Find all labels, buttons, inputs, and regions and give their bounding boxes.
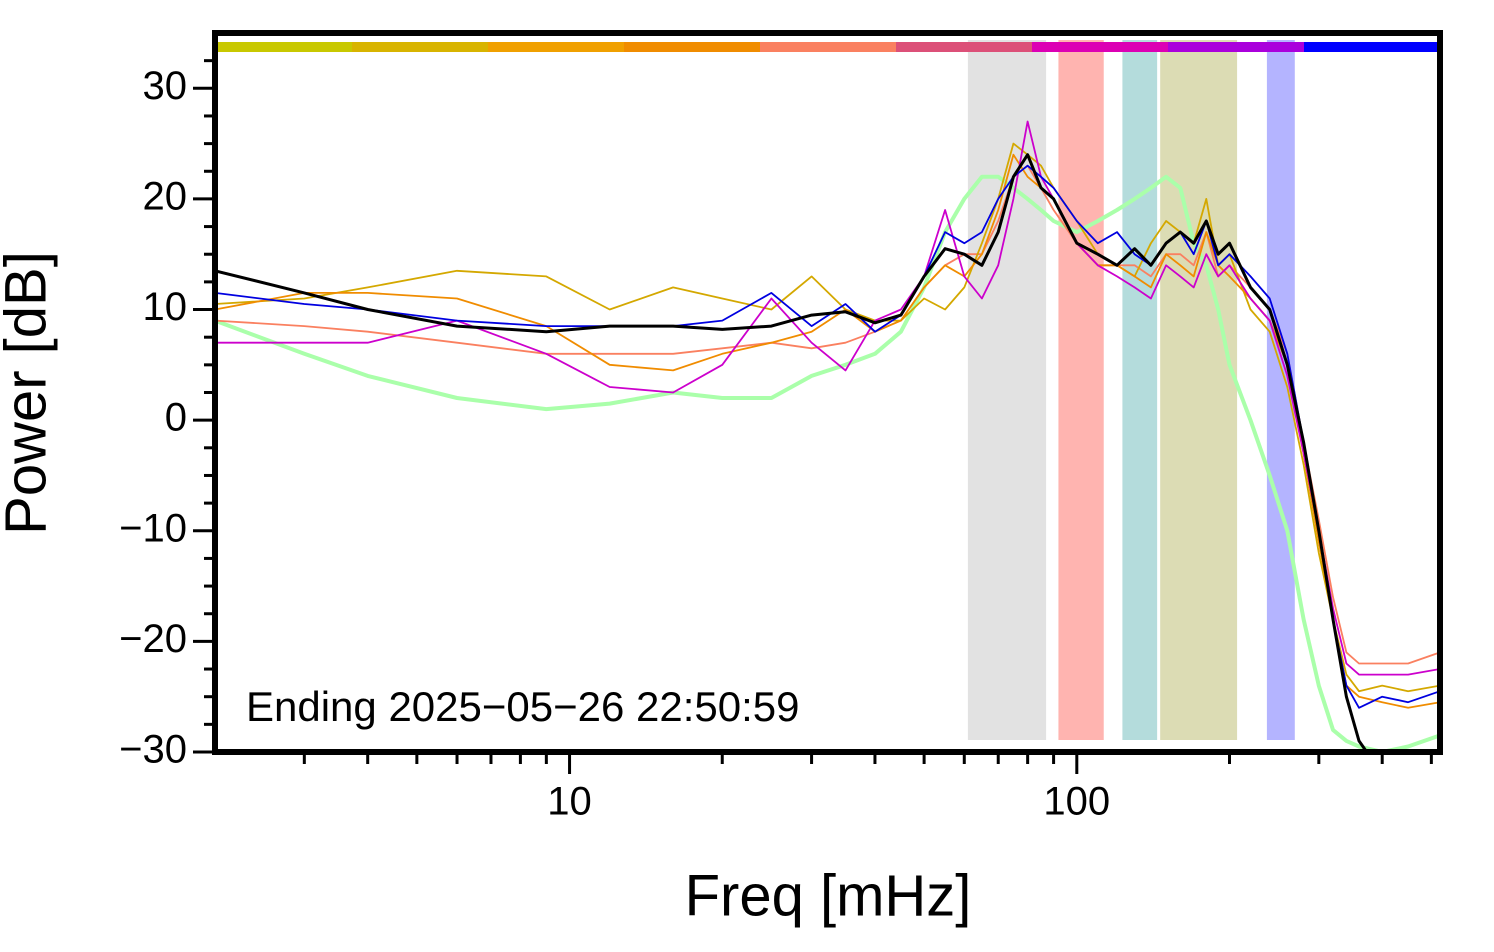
annotation: Ending 2025−05−26 22:50:59: [246, 683, 800, 730]
y-tick-label: 30: [143, 64, 188, 108]
color-segment: [1168, 42, 1304, 52]
series-line: [215, 164, 1440, 665]
color-segment: [215, 42, 352, 52]
x-tick-label: 100: [1043, 780, 1110, 824]
y-tick-label: 10: [143, 285, 188, 329]
top-color-bar: [215, 42, 1440, 52]
color-segment: [352, 42, 488, 52]
band: [967, 40, 1047, 740]
y-tick-label: 0: [165, 396, 187, 440]
color-segment: [1304, 42, 1440, 52]
band: [1160, 40, 1238, 740]
bands: [967, 40, 1295, 740]
series-line: [215, 174, 1440, 752]
band: [1122, 40, 1158, 740]
color-segment: [624, 42, 760, 52]
color-segment: [488, 42, 624, 52]
color-segment: [896, 42, 1032, 52]
series-line: [215, 142, 1440, 693]
color-segment: [1032, 42, 1168, 52]
x-axis-label: Freq [mHz]: [685, 863, 972, 928]
y-tick-label: −20: [119, 617, 187, 661]
y-tick-label: −30: [119, 728, 187, 772]
band: [1058, 40, 1104, 740]
lines: [215, 120, 1440, 752]
series-line: [215, 153, 1369, 752]
plot-frame: [212, 30, 1443, 755]
color-segment: [760, 42, 896, 52]
series-line: [215, 120, 1440, 676]
y-tick-label: −10: [119, 506, 187, 550]
y-axis-label: Power [dB]: [0, 251, 58, 535]
y-tick-label: 20: [143, 174, 188, 218]
x-tick-label: 10: [547, 780, 592, 824]
